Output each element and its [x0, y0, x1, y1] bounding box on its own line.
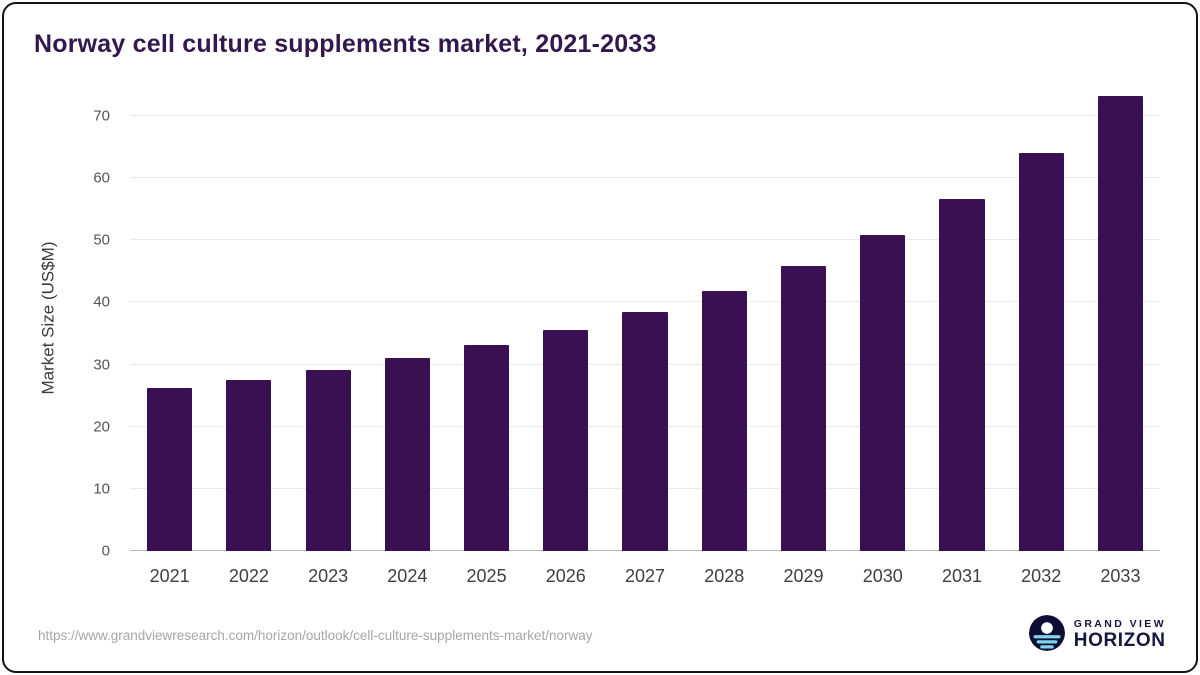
x-tick-label-2023: 2023 [308, 566, 349, 586]
bar-2031 [939, 199, 985, 551]
x-axis-labels: 2021 2022 2023 2024 2025 2026 2027 2028 2029 2030… [130, 551, 1160, 593]
brand-name-bottom: HORIZON [1073, 630, 1166, 652]
bar-2027 [622, 311, 668, 551]
x-tick-label-2031: 2031 [941, 566, 982, 586]
y-tick-label: 60 [93, 169, 110, 187]
brand-logo-text: GRAND VIEW HORIZON [1074, 618, 1166, 652]
y-axis-label: Market Size (US$M) [39, 241, 58, 395]
bar-slot-2023 [288, 85, 367, 551]
gridline [130, 115, 1160, 117]
bar-slot-2022 [209, 85, 288, 551]
bar-2028 [701, 291, 747, 551]
y-tick-label: 10 [93, 480, 110, 498]
bar-2023 [305, 370, 351, 551]
bar-slot-2031 [922, 85, 1001, 551]
plot-area [130, 85, 1160, 551]
y-axis-ticks: 0 10 20 30 40 50 60 70 [64, 85, 124, 560]
bar-2021 [147, 388, 193, 551]
y-tick-label: 50 [93, 231, 110, 249]
x-tick-label-2033: 2033 [1100, 566, 1141, 586]
x-tick-label-2021: 2021 [149, 566, 190, 586]
gridline [130, 239, 1160, 241]
gridline [130, 301, 1160, 303]
bars-container [130, 85, 1160, 551]
brand-name-top: GRAND VIEW [1073, 618, 1166, 631]
x-tick-label-2030: 2030 [862, 566, 903, 586]
bar-2025 [463, 345, 510, 551]
brand-logo: GRAND VIEW HORIZON [1028, 614, 1166, 656]
bar-2030 [860, 235, 906, 551]
bar-slot-2025 [447, 85, 526, 551]
x-tick-label-2032: 2032 [1021, 566, 1062, 586]
bar-2032 [1018, 153, 1064, 551]
horizon-sun-icon [1028, 614, 1065, 656]
y-tick-label: 70 [93, 107, 110, 125]
x-tick-label-2026: 2026 [545, 566, 586, 586]
x-tick-label-2027: 2027 [625, 566, 666, 586]
y-tick-label: 20 [93, 418, 110, 436]
bar-slot-2029 [764, 85, 843, 551]
y-tick-label: 0 [101, 542, 110, 560]
bar-slot-2032 [1002, 85, 1081, 551]
bar-2024 [384, 357, 430, 551]
bar-slot-2021 [130, 85, 209, 551]
x-tick-label-2028: 2028 [704, 566, 745, 586]
x-tick-label-2024: 2024 [387, 566, 428, 586]
y-tick-label: 30 [93, 356, 110, 374]
x-tick-label-2022: 2022 [228, 566, 269, 586]
bar-slot-2024 [368, 85, 447, 551]
bar-slot-2027 [605, 85, 684, 551]
bar-slot-2026 [526, 85, 605, 551]
x-tick-label-2025: 2025 [466, 566, 507, 586]
bar-2022 [226, 380, 272, 551]
bar-slot-2028 [685, 85, 764, 551]
bar-2026 [543, 330, 589, 551]
source-url: https://www.grandviewresearch.com/horizo… [38, 627, 593, 643]
gridline [130, 177, 1160, 179]
bar-slot-2030 [843, 85, 922, 551]
x-tick-label-2029: 2029 [783, 566, 824, 586]
bar-2029 [780, 265, 827, 551]
bar-slot-2033 [1081, 85, 1160, 551]
chart-title: Norway cell culture supplements market, … [34, 30, 657, 58]
footer: https://www.grandviewresearch.com/horizo… [38, 613, 1166, 657]
chart-area: Market Size (US$M) 0 10 20 30 40 50 60 70 2021 2… [34, 85, 1162, 593]
bar-2033 [1097, 96, 1143, 551]
y-tick-label: 40 [93, 293, 110, 311]
